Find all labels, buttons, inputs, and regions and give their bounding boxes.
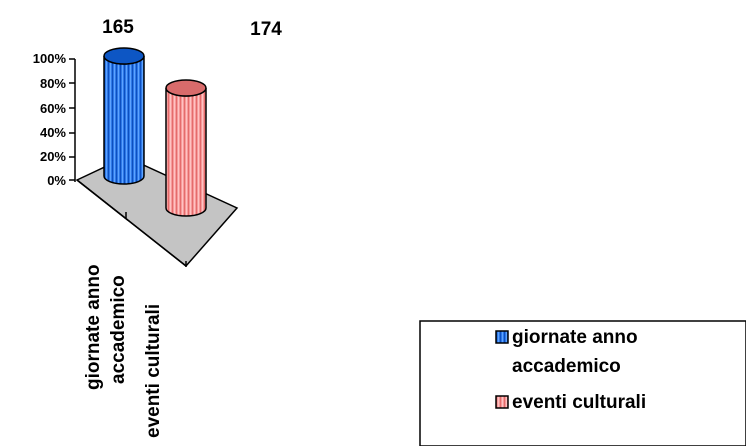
bar-body (103, 55, 145, 185)
x-axis-front-edge (76, 179, 187, 267)
bar-top (103, 47, 145, 65)
y-tick-label: 20% (40, 149, 66, 164)
bar-body (165, 87, 207, 217)
bar-0 (103, 47, 145, 185)
legend: giornate anno accademico eventi cultural… (419, 320, 746, 446)
x-tick-label: eventi culturali (143, 304, 164, 438)
y-tick-label: 0% (47, 173, 66, 188)
y-tick-label: 60% (40, 101, 66, 116)
data-label: 174 (250, 19, 282, 40)
plot-area: 100% 80% 60% 40% 20% 0% 165 174 giornate… (33, 17, 283, 438)
legend-label-line-1: giornate anno (512, 327, 638, 348)
bar-1 (165, 79, 207, 217)
bar-top (165, 79, 207, 97)
x-tick-label-line-2: accademico (108, 275, 129, 384)
y-tick-label: 80% (40, 76, 66, 91)
legend-swatch (495, 395, 509, 409)
x-tick-label-line-1: giornate anno (83, 264, 104, 390)
legend-swatch (495, 330, 509, 344)
y-tick-label: 40% (40, 125, 66, 140)
data-label: 165 (102, 17, 134, 38)
bars (103, 47, 207, 217)
legend-label: eventi culturali (512, 392, 646, 413)
legend-label-line-2: accademico (512, 356, 621, 377)
y-tick-label: 100% (33, 51, 67, 66)
legend-box (419, 320, 746, 446)
chart-floor (75, 156, 239, 268)
